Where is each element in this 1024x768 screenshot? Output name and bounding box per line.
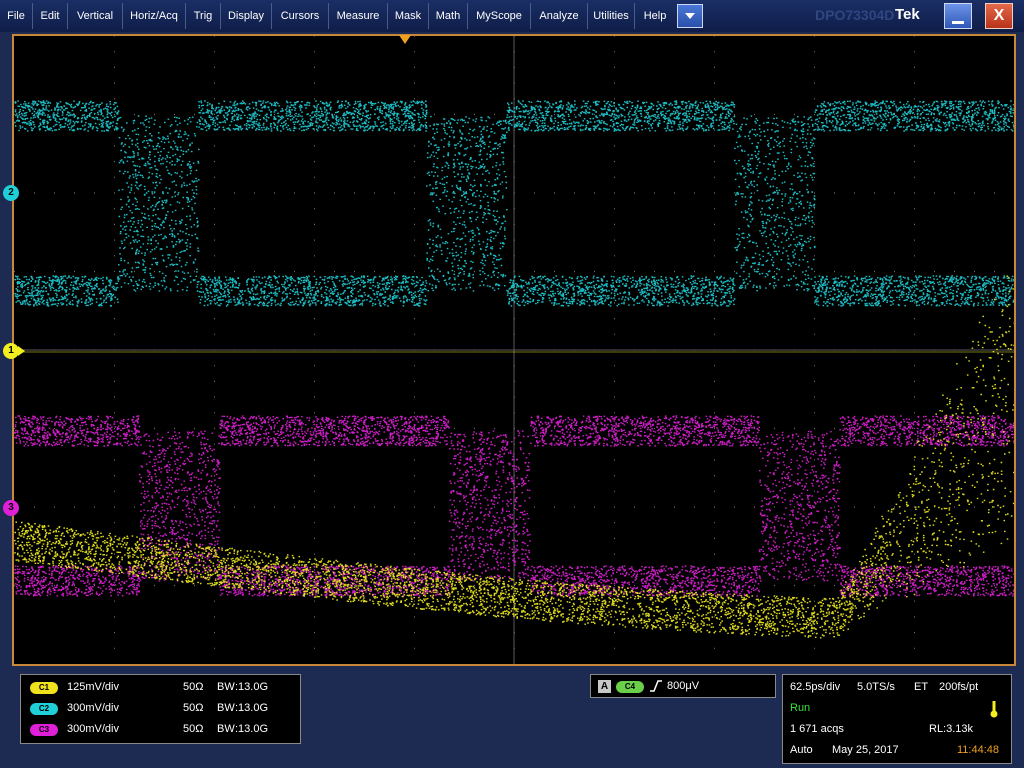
trigger-level: 800μV [667, 680, 700, 692]
channel-2-eye-trace [14, 100, 1014, 307]
menu-vertical[interactable]: Vertical [76, 10, 114, 22]
channel-2-scale: 300mV/div [67, 702, 119, 714]
channel-3-badge[interactable]: C3 [30, 724, 58, 736]
menu-measure[interactable]: Measure [336, 10, 380, 22]
channel-1-row[interactable]: C1 125mV/div 50Ω BW :13.0G [21, 678, 302, 698]
trigger-position-icon[interactable] [399, 35, 411, 44]
timebase-scale: 62.5ps/div [790, 681, 841, 693]
menu-separator [467, 3, 468, 29]
sample-rate: 5.0TS/s [857, 681, 895, 693]
menu-cursors[interactable]: Cursors [280, 10, 320, 22]
menu-edit[interactable]: Edit [40, 10, 60, 22]
menu-dropdown-button[interactable] [677, 4, 703, 28]
channel-3-bandwidth: :13.0G [235, 723, 269, 735]
channel-2-row[interactable]: C2 300mV/div 50Ω BW :13.0G [21, 699, 302, 719]
channel-3-row[interactable]: C3 300mV/div 50Ω BW :13.0G [21, 720, 302, 740]
menu-display[interactable]: Display [227, 10, 265, 22]
date: May 25, 2017 [832, 744, 899, 756]
menu-separator [328, 3, 329, 29]
channel-3-bandwidth-label: BW [217, 723, 235, 735]
trigger-mode-auto: Auto [790, 744, 813, 756]
menu-bar: File Edit Vertical Horiz/Acq Trig Displa… [0, 0, 1024, 32]
channel-2-badge[interactable]: C2 [30, 703, 58, 715]
acquisition-count: 1 671 acqs [790, 723, 844, 735]
channel-3-eye-trace [14, 415, 1014, 597]
trigger-source-badge: C4 [616, 681, 644, 693]
channel-1-impedance: 50Ω [183, 681, 204, 693]
channel-1-marker[interactable]: 1 [3, 343, 19, 359]
channel-3-scale: 300mV/div [67, 723, 119, 735]
waveform-display[interactable] [12, 34, 1016, 666]
menu-separator [122, 3, 123, 29]
menu-separator [32, 3, 33, 29]
channel-1-bandwidth: :13.0G [235, 681, 269, 693]
minimize-button[interactable] [944, 3, 972, 29]
close-button[interactable]: X [985, 3, 1013, 29]
channel-1-scale: 125mV/div [67, 681, 119, 693]
channel-3-marker[interactable]: 3 [3, 500, 19, 516]
menu-separator [428, 3, 429, 29]
menu-horiz-acq[interactable]: Horiz/Acq [130, 10, 178, 22]
channel-2-marker[interactable]: 2 [3, 185, 19, 201]
waveform-canvas [14, 36, 1014, 664]
menu-help[interactable]: Help [643, 10, 667, 22]
menu-separator [271, 3, 272, 29]
trigger-readout-panel[interactable]: A C4 800μV [590, 674, 776, 698]
brand-watermark: DPO73304D [815, 7, 895, 23]
channel-readout-panel: C1 125mV/div 50Ω BW :13.0G C2 300mV/div … [20, 674, 301, 744]
menu-trig[interactable]: Trig [193, 10, 213, 22]
channel-2-impedance: 50Ω [183, 702, 204, 714]
time-resolution: 200fs/pt [939, 681, 979, 693]
trigger-mode: A [598, 680, 611, 693]
record-length: RL:3.13k [929, 723, 974, 735]
menu-analyze[interactable]: Analyze [539, 10, 579, 22]
channel-1-bandwidth-label: BW [217, 681, 235, 693]
menu-math[interactable]: Math [435, 10, 461, 22]
thermometer-icon [990, 701, 998, 718]
menu-separator [220, 3, 221, 29]
menu-separator [67, 3, 68, 29]
channel-1-arrow-icon [18, 346, 25, 356]
menu-myscope[interactable]: MyScope [476, 10, 522, 22]
channel-3-impedance: 50Ω [183, 723, 204, 735]
menu-separator [387, 3, 388, 29]
minimize-icon [952, 21, 964, 24]
channel-1-badge[interactable]: C1 [30, 682, 58, 694]
rising-edge-icon [650, 680, 662, 692]
menu-separator [185, 3, 186, 29]
channel-2-bandwidth: :13.0G [235, 702, 269, 714]
run-status: Run [790, 702, 811, 714]
acquisition-mode: ET [914, 681, 929, 693]
menu-separator [634, 3, 635, 29]
channel-2-bandwidth-label: BW [217, 702, 235, 714]
menu-utilities[interactable]: Utilities [593, 10, 629, 22]
channel-1-trace [14, 275, 1014, 639]
brand-logo: Tek [895, 6, 920, 23]
chevron-down-icon [685, 13, 695, 19]
menu-file[interactable]: File [7, 10, 25, 22]
acquisition-readout-panel[interactable]: 62.5ps/div 5.0TS/s ET 200fs/pt Run 1 671… [782, 674, 1012, 764]
menu-mask[interactable]: Mask [394, 10, 422, 22]
menu-separator [530, 3, 531, 29]
time: 11:44:48 [957, 744, 1000, 756]
menu-separator [587, 3, 588, 29]
